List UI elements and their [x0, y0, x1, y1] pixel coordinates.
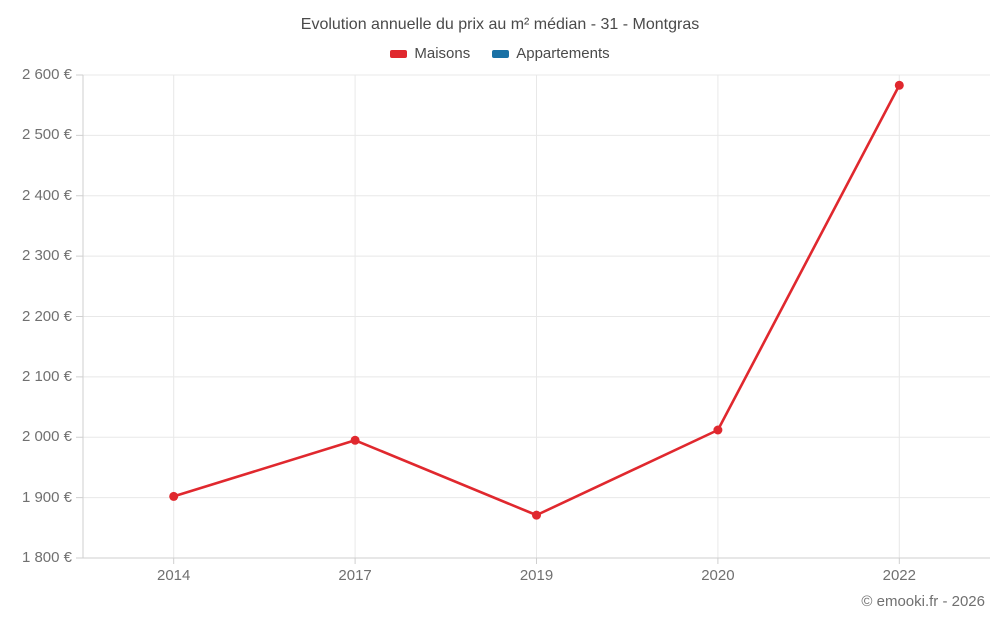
legend-item-appartements[interactable]: Appartements	[492, 45, 610, 62]
chart-title: Evolution annuelle du prix au m² médian …	[300, 16, 700, 33]
x-tick-label: 2014	[157, 567, 191, 584]
y-tick-label: 2 500 €	[21, 126, 72, 144]
y-tick-label: 2 000 €	[21, 428, 72, 446]
y-tick-label: 2 200 €	[21, 307, 72, 325]
y-tick-label: 1 800 €	[21, 549, 72, 566]
y-tick-label: 2 100 €	[21, 367, 72, 385]
maisons-point-2020[interactable]	[713, 425, 723, 435]
x-tick-label: 2022	[882, 567, 916, 584]
legend-label-maisons: Maisons	[414, 45, 471, 62]
x-tick-label: 2017	[338, 567, 372, 584]
maisons-point-2014[interactable]	[169, 491, 179, 501]
maisons-point-2019[interactable]	[532, 510, 541, 520]
y-tick-label: 2 300 €	[21, 247, 72, 265]
maisons-point-2017[interactable]	[350, 435, 360, 445]
x-tick-label: 2020	[701, 567, 735, 584]
copyright-text: © emooki.fr - 2026	[861, 593, 985, 610]
legend-label-appartements: Appartements	[516, 45, 610, 62]
y-tick-label: 2 400 €	[21, 186, 72, 204]
y-tick-label: 1 900 €	[21, 488, 72, 506]
chart-legend: Maisons Appartements	[0, 45, 1000, 62]
legend-item-maisons[interactable]: Maisons	[390, 45, 470, 62]
maisons-point-2022[interactable]	[894, 80, 904, 90]
maisons-legend-swatch-icon	[390, 49, 408, 58]
y-tick-label: 2 600 €	[21, 66, 72, 83]
x-tick-label: 2019	[519, 567, 554, 584]
appartements-legend-swatch-icon	[492, 49, 510, 58]
